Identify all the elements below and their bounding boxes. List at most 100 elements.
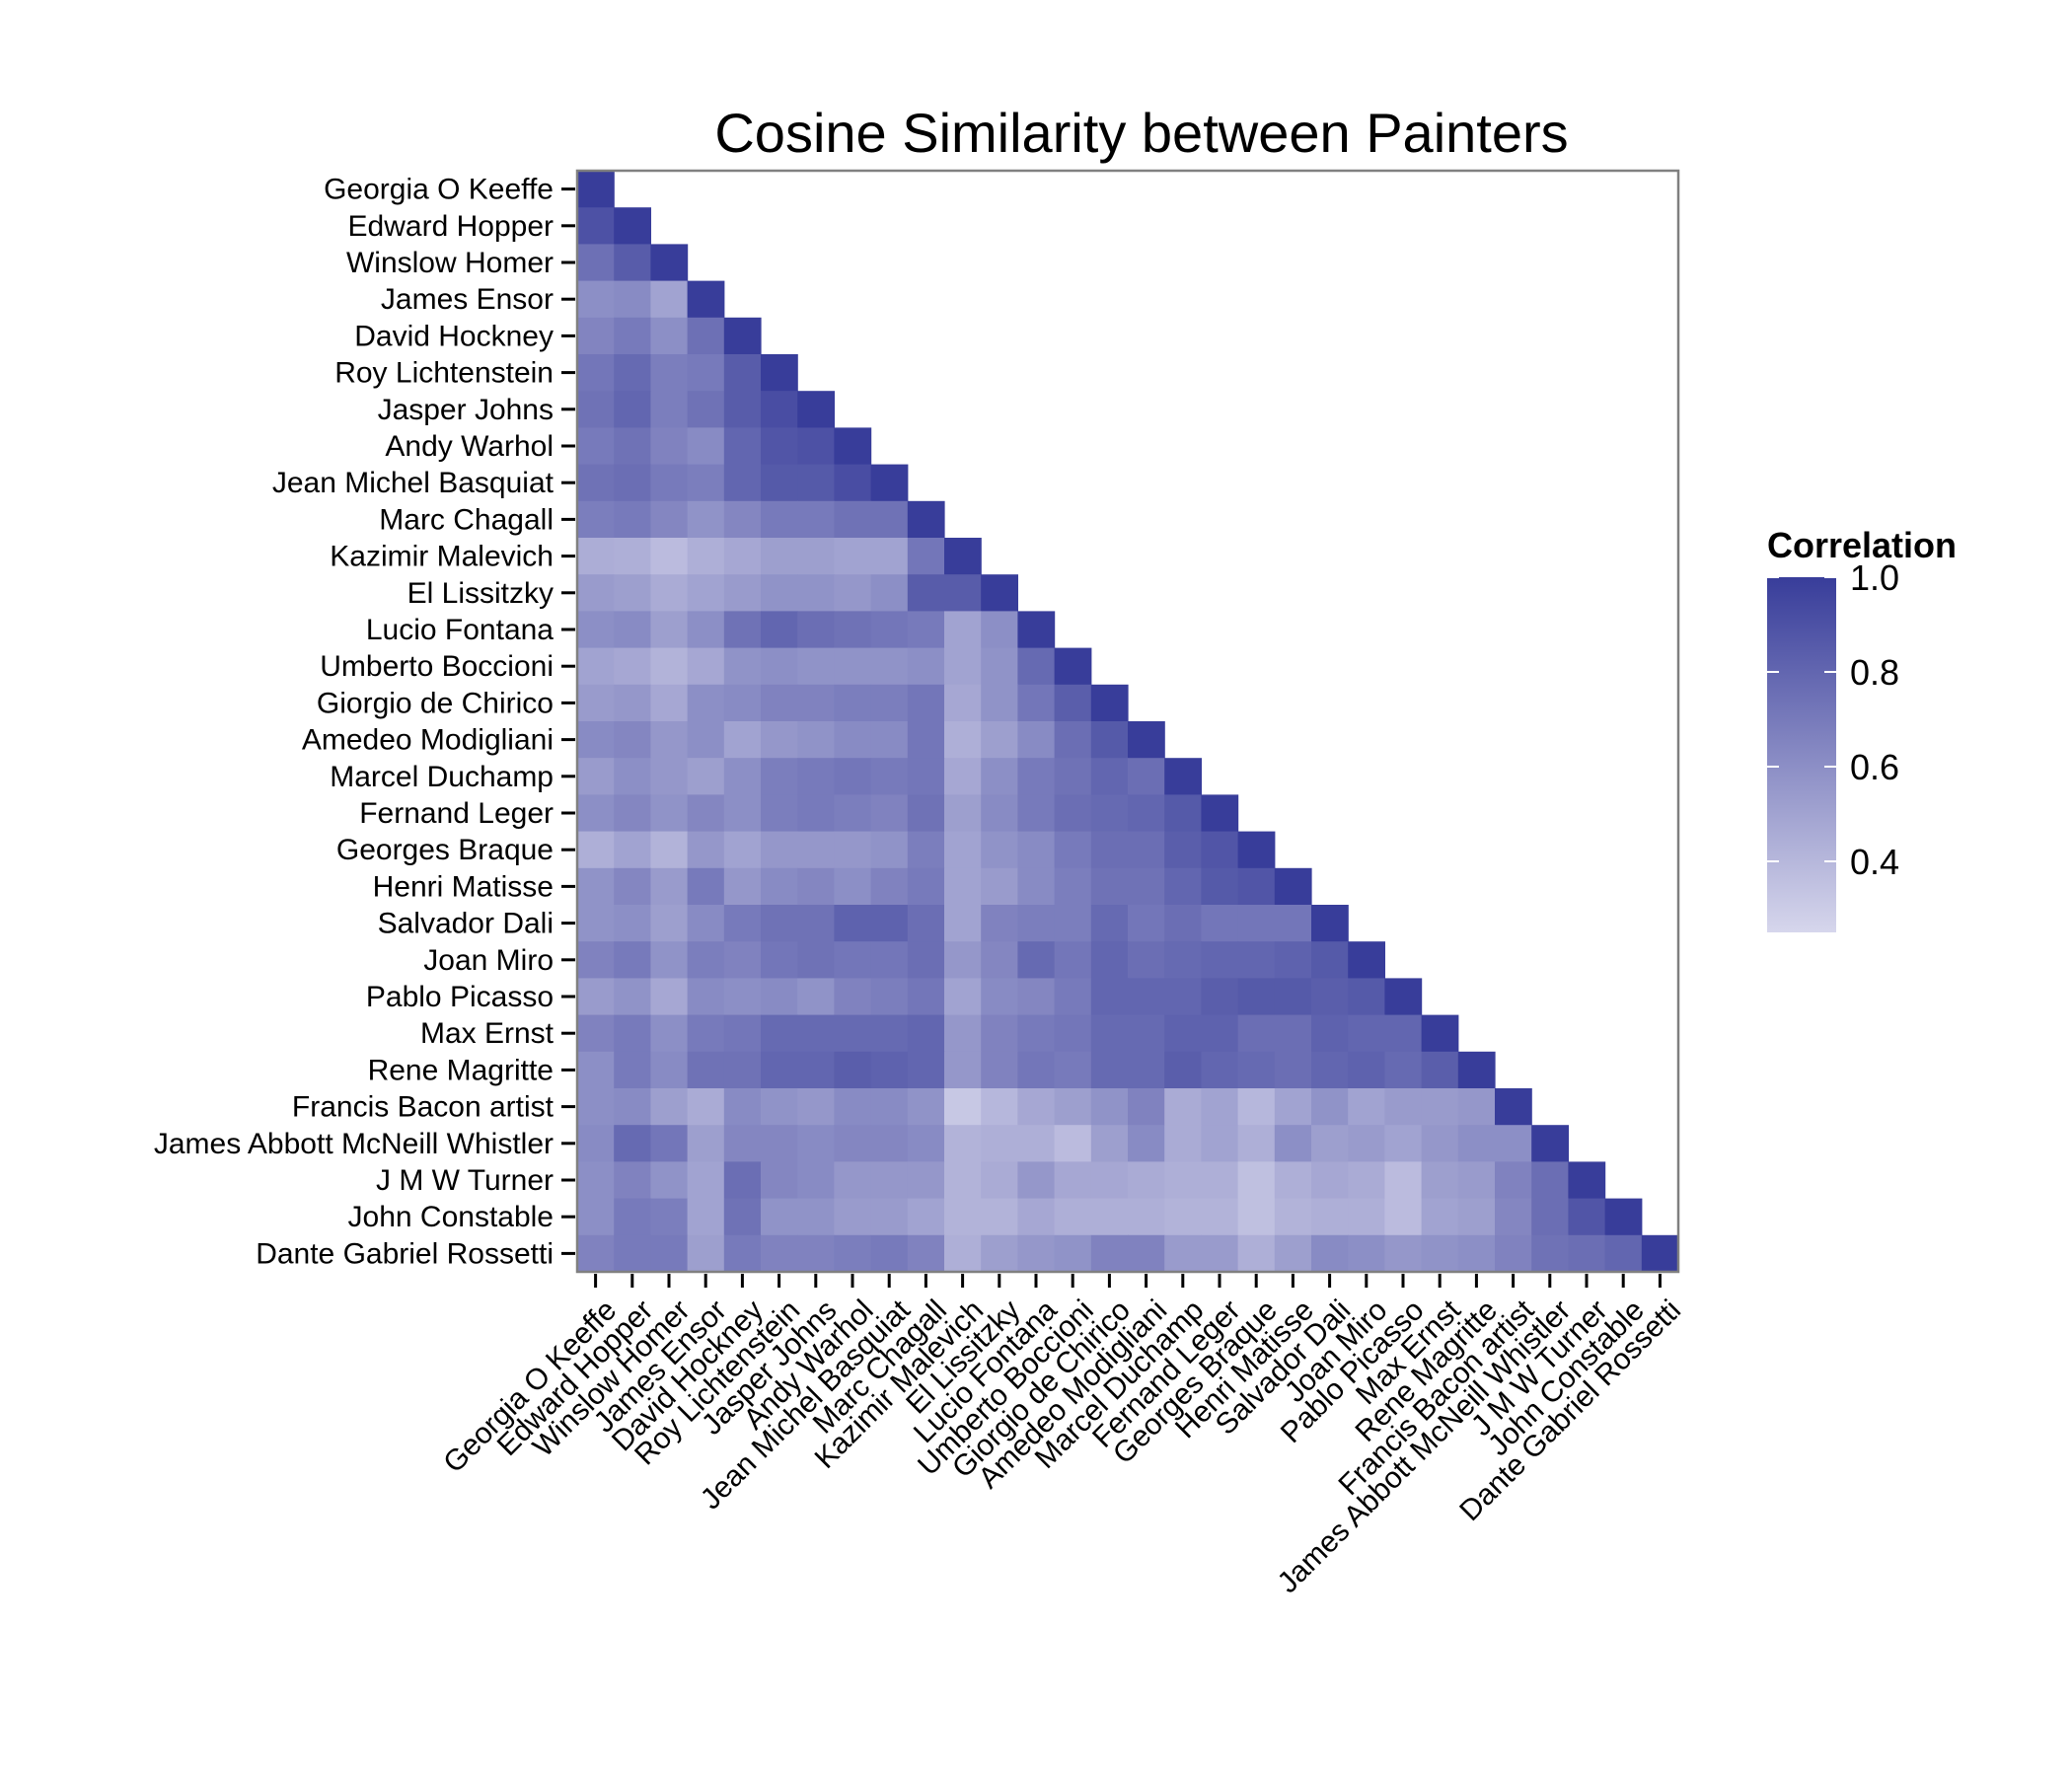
heatmap-cell xyxy=(1054,1161,1092,1200)
heatmap-cell xyxy=(944,867,982,906)
heatmap-cell xyxy=(944,1014,982,1053)
y-tick-label: Lucio Fontana xyxy=(366,614,554,646)
heatmap-cell xyxy=(1054,978,1092,1016)
heatmap-cell xyxy=(1017,1014,1056,1053)
heatmap-cell xyxy=(723,647,762,686)
heatmap-cell xyxy=(723,391,762,428)
heatmap-cell xyxy=(981,1088,1018,1126)
heatmap-cell xyxy=(1201,867,1239,906)
heatmap-cell xyxy=(650,1234,689,1273)
heatmap-cell xyxy=(1128,1234,1165,1273)
heatmap-cell xyxy=(1090,941,1129,979)
heatmap-cell xyxy=(761,831,798,869)
legend-colorbar xyxy=(1767,577,1836,932)
y-tick-label: El Lissitzky xyxy=(407,577,554,610)
heatmap-cell xyxy=(1568,1161,1606,1200)
heatmap-cell xyxy=(870,794,909,833)
heatmap-cell xyxy=(981,1198,1018,1236)
y-tick-label: Andy Warhol xyxy=(385,430,554,463)
heatmap-cell xyxy=(614,1161,651,1200)
heatmap-cell xyxy=(1421,1014,1459,1053)
heatmap-cell xyxy=(1054,647,1092,686)
heatmap-cell xyxy=(761,941,798,979)
heatmap-cell xyxy=(834,427,872,466)
heatmap-cell xyxy=(1054,684,1092,722)
heatmap-cell xyxy=(1274,1198,1312,1236)
heatmap-cell xyxy=(577,647,615,686)
heatmap-cell xyxy=(687,317,725,355)
heatmap-cell xyxy=(614,280,651,319)
heatmap-cell xyxy=(1568,1234,1606,1273)
heatmap-cell xyxy=(687,1125,725,1162)
heatmap-cell xyxy=(723,611,762,649)
heatmap-cell xyxy=(870,500,909,539)
heatmap-cell xyxy=(1384,1088,1423,1126)
heatmap-cell xyxy=(981,721,1018,759)
heatmap-cell xyxy=(907,1125,945,1162)
heatmap-cell xyxy=(614,721,651,759)
heatmap-cell xyxy=(650,427,689,466)
legend-title: Correlation xyxy=(1767,525,1957,565)
heatmap-cell xyxy=(687,1198,725,1236)
heatmap-cell xyxy=(1054,1198,1092,1236)
y-tick-label: Jean Michel Basquiat xyxy=(272,467,555,499)
heatmap-cell xyxy=(1421,1198,1459,1236)
heatmap-cell xyxy=(907,611,945,649)
heatmap-cell xyxy=(687,867,725,906)
heatmap-cell xyxy=(761,1051,798,1089)
heatmap-cell xyxy=(797,1198,835,1236)
heatmap-cell xyxy=(1237,978,1276,1016)
heatmap-cell xyxy=(1164,1051,1202,1089)
heatmap-cell xyxy=(834,538,872,575)
heatmap-cell xyxy=(797,941,835,979)
heatmap-cell xyxy=(1090,1234,1129,1273)
heatmap-cell xyxy=(687,464,725,502)
heatmap-cell xyxy=(1348,1051,1385,1089)
heatmap-cell xyxy=(1017,1234,1056,1273)
heatmap-cell xyxy=(577,1088,615,1126)
heatmap-cell xyxy=(1421,1234,1459,1273)
heatmap-cell xyxy=(650,1014,689,1053)
heatmap-cell xyxy=(870,1088,909,1126)
heatmap-cell xyxy=(907,941,945,979)
heatmap-cell xyxy=(834,758,872,795)
heatmap-cell xyxy=(1457,1088,1496,1126)
heatmap-cell xyxy=(1604,1234,1643,1273)
heatmap-cell xyxy=(797,1161,835,1200)
heatmap-cell xyxy=(944,978,982,1016)
heatmap-cell xyxy=(577,538,615,575)
heatmap-cell xyxy=(981,867,1018,906)
heatmap-cell xyxy=(981,684,1018,722)
y-tick-label: Dante Gabriel Rossetti xyxy=(256,1237,554,1270)
heatmap-cell xyxy=(650,317,689,355)
heatmap-cell xyxy=(1090,831,1129,869)
heatmap-cell xyxy=(907,1161,945,1200)
heatmap-cell xyxy=(1164,1014,1202,1053)
heatmap-cell xyxy=(797,831,835,869)
heatmap-cell xyxy=(577,684,615,722)
heatmap-cell xyxy=(1054,794,1092,833)
heatmap-cell xyxy=(1311,1161,1349,1200)
heatmap-cell xyxy=(1054,1234,1092,1273)
heatmap-cell xyxy=(1090,758,1129,795)
heatmap-cell xyxy=(1274,1125,1312,1162)
y-tick-label: J M W Turner xyxy=(376,1164,554,1197)
heatmap-cell xyxy=(577,758,615,795)
heatmap-cell xyxy=(614,464,651,502)
heatmap-cell xyxy=(1421,1051,1459,1089)
heatmap-cell xyxy=(944,611,982,649)
heatmap-cell xyxy=(1421,1088,1459,1126)
y-tick-label: Georges Braque xyxy=(336,834,554,866)
heatmap-cell xyxy=(761,538,798,575)
heatmap-cell xyxy=(761,1014,798,1053)
heatmap-cell xyxy=(1274,867,1312,906)
heatmap-cell xyxy=(687,611,725,649)
y-tick-label: Fernand Leger xyxy=(359,797,554,830)
heatmap-cell xyxy=(761,647,798,686)
heatmap-cell xyxy=(1201,831,1239,869)
heatmap-cell xyxy=(723,758,762,795)
heatmap-cell xyxy=(614,1198,651,1236)
heatmap-cell xyxy=(1128,905,1165,942)
y-tick-label: Salvador Dali xyxy=(378,908,554,940)
heatmap-cell xyxy=(650,1088,689,1126)
